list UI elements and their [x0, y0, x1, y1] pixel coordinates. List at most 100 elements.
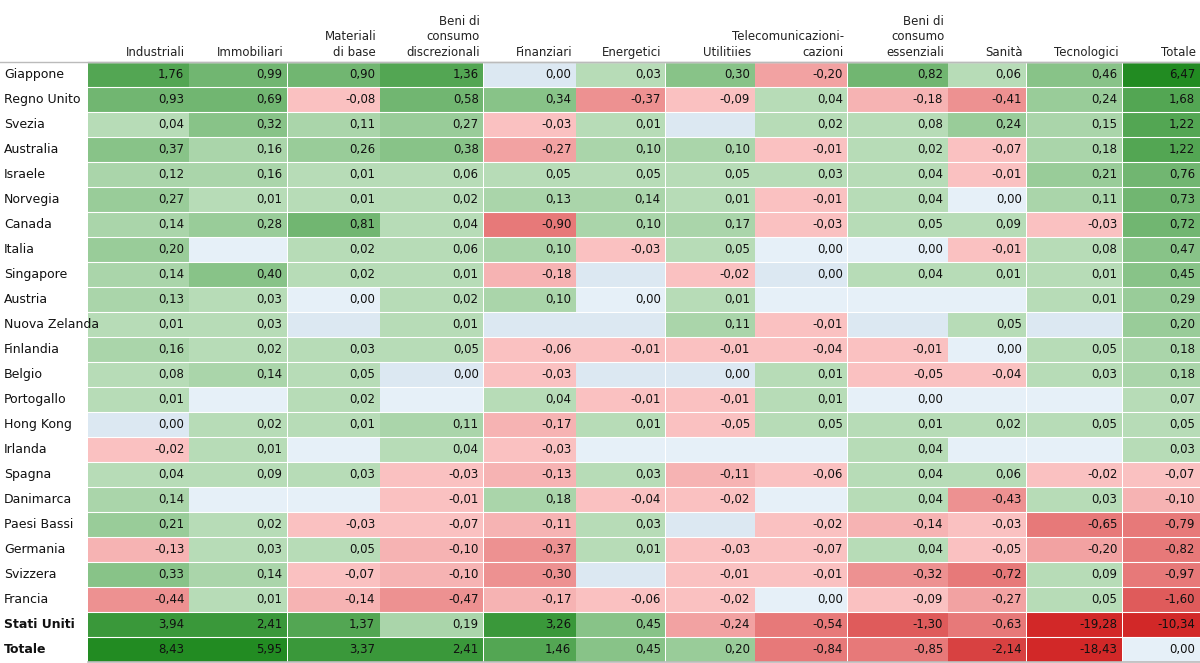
- Text: 0,11: 0,11: [724, 318, 750, 331]
- Text: 0,10: 0,10: [635, 143, 661, 156]
- Bar: [576, 263, 665, 286]
- Bar: [0, 137, 88, 162]
- Text: -0,03: -0,03: [630, 243, 661, 256]
- Bar: [190, 162, 287, 186]
- Text: 0,01: 0,01: [996, 268, 1021, 281]
- Text: -0,18: -0,18: [541, 268, 571, 281]
- Text: 0,18: 0,18: [1169, 368, 1195, 381]
- Bar: [484, 387, 576, 412]
- Text: Svizzera: Svizzera: [4, 568, 56, 581]
- Text: Giappone: Giappone: [4, 68, 64, 81]
- Bar: [666, 587, 755, 611]
- Bar: [948, 363, 1026, 387]
- Text: Totale: Totale: [4, 643, 47, 656]
- Bar: [380, 438, 484, 461]
- Text: 0,00: 0,00: [546, 68, 571, 81]
- Text: 0,13: 0,13: [546, 193, 571, 206]
- Text: 0,05: 0,05: [1092, 343, 1117, 356]
- Bar: [484, 312, 576, 337]
- Bar: [755, 412, 847, 436]
- Text: -0,01: -0,01: [720, 393, 750, 406]
- Bar: [1027, 487, 1122, 511]
- Text: -0,84: -0,84: [812, 643, 842, 656]
- Bar: [848, 263, 948, 286]
- Bar: [0, 112, 88, 137]
- Text: 0,18: 0,18: [1092, 143, 1117, 156]
- Bar: [1122, 62, 1200, 86]
- Bar: [88, 188, 188, 211]
- Bar: [948, 638, 1026, 662]
- Bar: [755, 363, 847, 387]
- Bar: [948, 288, 1026, 312]
- Text: 0,13: 0,13: [158, 293, 185, 306]
- Bar: [380, 387, 484, 412]
- Text: 0,03: 0,03: [635, 468, 661, 481]
- Bar: [848, 188, 948, 211]
- Bar: [666, 188, 755, 211]
- Bar: [190, 213, 287, 237]
- Text: -0,07: -0,07: [344, 568, 376, 581]
- Text: 0,20: 0,20: [1169, 318, 1195, 331]
- Bar: [948, 312, 1026, 337]
- Bar: [948, 162, 1026, 186]
- Text: Irlanda: Irlanda: [4, 443, 48, 456]
- Bar: [1122, 363, 1200, 387]
- Bar: [288, 562, 379, 587]
- Text: 1,22: 1,22: [1169, 143, 1195, 156]
- Text: 0,34: 0,34: [546, 93, 571, 106]
- Text: Spagna: Spagna: [4, 468, 52, 481]
- Bar: [88, 613, 188, 636]
- Bar: [848, 363, 948, 387]
- Bar: [1122, 587, 1200, 611]
- Bar: [576, 613, 665, 636]
- Bar: [380, 263, 484, 286]
- Bar: [88, 337, 188, 361]
- Text: -0,01: -0,01: [812, 318, 842, 331]
- Bar: [190, 412, 287, 436]
- Text: -0,01: -0,01: [913, 343, 943, 356]
- Text: 0,38: 0,38: [452, 143, 479, 156]
- Text: 0,02: 0,02: [349, 393, 376, 406]
- Bar: [288, 188, 379, 211]
- Text: 0,15: 0,15: [1092, 118, 1117, 131]
- Bar: [484, 88, 576, 111]
- Bar: [1027, 613, 1122, 636]
- Bar: [0, 62, 88, 87]
- Text: Nuova Zelanda: Nuova Zelanda: [4, 318, 100, 331]
- Bar: [755, 288, 847, 312]
- Text: -0,85: -0,85: [913, 643, 943, 656]
- Text: 0,16: 0,16: [158, 343, 185, 356]
- Text: -0,43: -0,43: [991, 493, 1021, 506]
- Text: 0,00: 0,00: [917, 243, 943, 256]
- Bar: [190, 62, 287, 86]
- Bar: [88, 512, 188, 536]
- Text: 0,00: 0,00: [996, 343, 1021, 356]
- Text: -0,79: -0,79: [1164, 518, 1195, 531]
- Text: 0,01: 0,01: [635, 118, 661, 131]
- Text: -0,01: -0,01: [812, 193, 842, 206]
- Bar: [576, 88, 665, 111]
- Bar: [755, 613, 847, 636]
- Text: 0,05: 0,05: [1092, 593, 1117, 606]
- Bar: [380, 412, 484, 436]
- Text: 0,99: 0,99: [257, 68, 282, 81]
- Text: 0,29: 0,29: [1169, 293, 1195, 306]
- Bar: [288, 387, 379, 412]
- Bar: [288, 438, 379, 461]
- Bar: [755, 463, 847, 487]
- Bar: [948, 512, 1026, 536]
- Text: Telecomunicazioni-
cazioni: Telecomunicazioni- cazioni: [732, 30, 844, 59]
- Text: -0,05: -0,05: [991, 543, 1021, 556]
- Bar: [0, 462, 88, 487]
- Text: 0,04: 0,04: [917, 168, 943, 181]
- Bar: [1027, 363, 1122, 387]
- Text: 0,18: 0,18: [546, 493, 571, 506]
- Text: 0,47: 0,47: [1169, 243, 1195, 256]
- Text: -0,04: -0,04: [630, 493, 661, 506]
- Text: 0,20: 0,20: [725, 643, 750, 656]
- Bar: [0, 262, 88, 287]
- Text: -0,02: -0,02: [812, 518, 842, 531]
- Text: -0,11: -0,11: [541, 518, 571, 531]
- Bar: [190, 237, 287, 261]
- Text: Hong Kong: Hong Kong: [4, 418, 72, 431]
